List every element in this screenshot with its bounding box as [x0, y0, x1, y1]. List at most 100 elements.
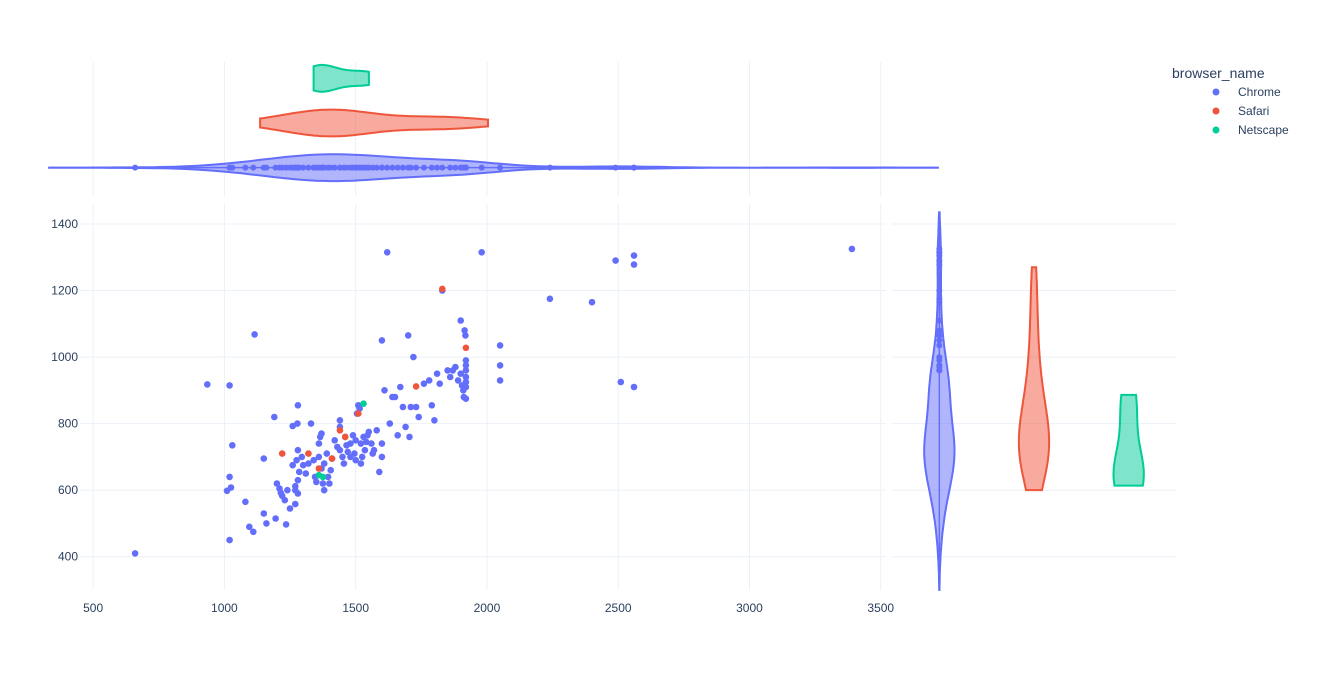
- scatter-point-chrome[interactable]: [356, 405, 363, 412]
- scatter-point-chrome[interactable]: [461, 327, 468, 334]
- scatter-point-chrome[interactable]: [848, 245, 856, 253]
- scatter-point-chrome[interactable]: [339, 453, 346, 461]
- scatter-point-chrome[interactable]: [361, 446, 369, 454]
- legend-item-chrome[interactable]: Chrome: [1212, 85, 1282, 99]
- scatter-point-chrome[interactable]: [324, 473, 332, 481]
- scatter-point-chrome[interactable]: [412, 403, 420, 411]
- scatter-point-chrome[interactable]: [294, 476, 302, 484]
- scatter-point-chrome[interactable]: [378, 453, 386, 461]
- scatter-point-chrome[interactable]: [357, 440, 365, 447]
- scatter-point-chrome[interactable]: [454, 377, 462, 384]
- scatter-point-chrome[interactable]: [229, 442, 236, 449]
- scatter-point-chrome[interactable]: [352, 437, 360, 444]
- scatter-point-chrome[interactable]: [327, 466, 335, 474]
- top-violin-safari[interactable]: [259, 108, 489, 138]
- scatter-point-chrome[interactable]: [299, 461, 307, 469]
- scatter-point-chrome[interactable]: [425, 377, 433, 384]
- scatter-point-chrome[interactable]: [294, 446, 302, 454]
- scatter-point-chrome[interactable]: [462, 362, 470, 369]
- scatter-point-chrome[interactable]: [305, 460, 312, 467]
- legend[interactable]: browser_name Chrome Safari Netscape: [1172, 65, 1289, 137]
- scatter-point-chrome[interactable]: [226, 473, 233, 481]
- scatter-point-chrome[interactable]: [428, 402, 436, 409]
- scatter-point-netscape[interactable]: [360, 400, 367, 408]
- scatter-point-chrome[interactable]: [394, 432, 402, 439]
- scatter-point-chrome[interactable]: [588, 298, 596, 306]
- top-violin-netscape[interactable]: [312, 63, 370, 93]
- scatter-point-safari[interactable]: [439, 285, 446, 293]
- scatter-point-chrome[interactable]: [433, 370, 441, 378]
- scatter-point-chrome[interactable]: [326, 480, 333, 487]
- scatter-point-netscape[interactable]: [319, 473, 327, 481]
- scatter-point-chrome[interactable]: [260, 510, 268, 517]
- scatter-point-safari[interactable]: [462, 344, 470, 352]
- scatter-point-chrome[interactable]: [436, 380, 444, 388]
- scatter-point-chrome[interactable]: [320, 460, 328, 467]
- scatter-point-chrome[interactable]: [294, 402, 302, 409]
- scatter-point-chrome[interactable]: [294, 420, 301, 427]
- scatter-point-chrome[interactable]: [462, 367, 470, 374]
- scatter-point-chrome[interactable]: [415, 413, 423, 421]
- scatter-point-chrome[interactable]: [246, 523, 253, 531]
- scatter-point-chrome[interactable]: [351, 450, 358, 457]
- scatter-point-chrome[interactable]: [226, 536, 233, 544]
- scatter-point-safari[interactable]: [355, 410, 362, 417]
- right-violin-safari[interactable]: [1017, 266, 1051, 492]
- scatter-point-chrome[interactable]: [462, 395, 470, 403]
- scatter-point-chrome[interactable]: [313, 478, 320, 486]
- scatter-point-chrome[interactable]: [462, 357, 470, 364]
- scatter-point-chrome[interactable]: [319, 480, 327, 487]
- scatter-point-chrome[interactable]: [344, 448, 352, 456]
- scatter-point-chrome[interactable]: [272, 515, 279, 522]
- scatter-point-chrome[interactable]: [357, 460, 365, 467]
- scatter-point-chrome[interactable]: [406, 433, 413, 441]
- scatter-point-chrome[interactable]: [399, 403, 407, 411]
- scatter-point-chrome[interactable]: [462, 383, 470, 391]
- scatter-point-chrome[interactable]: [349, 432, 357, 439]
- scatter-point-safari[interactable]: [278, 450, 286, 457]
- scatter-point-chrome[interactable]: [307, 420, 315, 427]
- legend-item-safari[interactable]: Safari: [1212, 104, 1270, 118]
- scatter-point-chrome[interactable]: [407, 403, 415, 411]
- scatter-point-chrome[interactable]: [370, 446, 378, 454]
- scatter-point-safari[interactable]: [305, 450, 312, 457]
- scatter-point-chrome[interactable]: [496, 362, 504, 369]
- scatter-point-chrome[interactable]: [462, 378, 470, 386]
- scatter-point-chrome[interactable]: [376, 468, 383, 476]
- scatter-point-chrome[interactable]: [457, 317, 465, 324]
- scatter-point-chrome[interactable]: [294, 490, 302, 497]
- scatter-point-safari[interactable]: [412, 383, 420, 390]
- scatter-point-chrome[interactable]: [378, 440, 386, 447]
- right-violin-netscape[interactable]: [1112, 393, 1145, 487]
- scatter-point-chrome[interactable]: [404, 332, 412, 339]
- scatter-point-chrome[interactable]: [352, 456, 360, 464]
- scatter-point-chrome[interactable]: [282, 521, 290, 528]
- scatter-point-chrome[interactable]: [612, 257, 619, 264]
- scatter-point-chrome[interactable]: [402, 423, 409, 431]
- scatter-point-chrome[interactable]: [347, 440, 354, 447]
- scatter-point-chrome[interactable]: [431, 417, 438, 424]
- scatter-point-chrome[interactable]: [336, 446, 344, 454]
- scatter-point-safari[interactable]: [328, 455, 336, 462]
- scatter-point-safari[interactable]: [315, 465, 323, 472]
- scatter-point-chrome[interactable]: [204, 381, 211, 388]
- scatter-point-chrome[interactable]: [386, 420, 394, 427]
- scatter-point-chrome[interactable]: [462, 332, 469, 339]
- scatter-point-chrome[interactable]: [273, 480, 281, 487]
- scatter-point-chrome[interactable]: [298, 453, 306, 461]
- scatter-point-chrome[interactable]: [381, 387, 388, 394]
- scatter-point-chrome[interactable]: [336, 417, 344, 424]
- scatter-point-chrome[interactable]: [383, 249, 391, 256]
- scatter-point-chrome[interactable]: [320, 486, 328, 494]
- scatter-point-chrome[interactable]: [251, 331, 258, 338]
- scatter-point-chrome[interactable]: [420, 380, 428, 388]
- scatter-point-chrome[interactable]: [295, 468, 303, 476]
- scatter-point-chrome[interactable]: [302, 470, 310, 477]
- scatter-point-chrome[interactable]: [630, 261, 638, 268]
- scatter-point-safari[interactable]: [341, 433, 349, 441]
- scatter-point-chrome[interactable]: [315, 453, 323, 461]
- scatter-point-chrome[interactable]: [362, 438, 370, 446]
- legend-item-netscape[interactable]: Netscape: [1212, 123, 1290, 137]
- scatter-point-chrome[interactable]: [226, 382, 233, 389]
- scatter-point-chrome[interactable]: [260, 455, 268, 462]
